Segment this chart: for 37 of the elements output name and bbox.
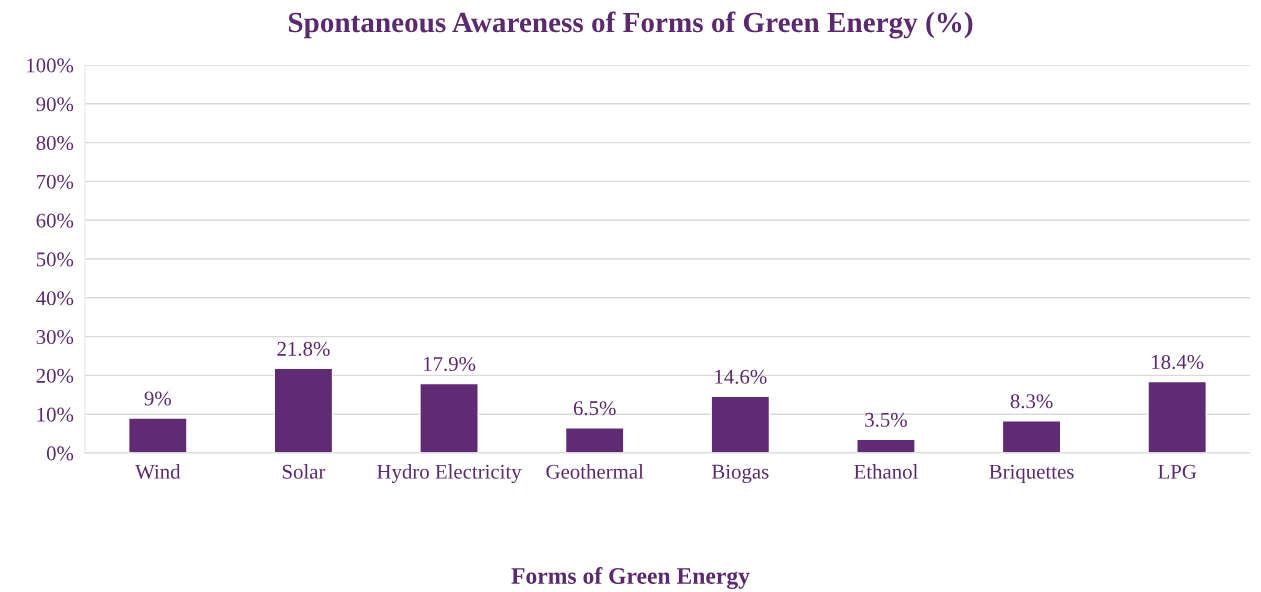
bar [419,382,479,453]
data-label: 21.8% [277,341,330,356]
x-tick-label: LPG [1158,464,1197,479]
x-tick-label: Geothermal [546,464,644,479]
y-tick-label: 90% [36,97,74,112]
y-tick-label: 100% [27,58,74,73]
y-tick-label: 0% [46,446,74,461]
x-axis-title: Forms of Green Energy [511,567,750,589]
y-tick-label: 30% [36,329,74,345]
y-tick-label: 10% [37,407,74,422]
x-tick-label: Solar [282,464,326,479]
x-tick-label: Wind [135,464,181,479]
data-label: 18.4% [1152,354,1204,370]
bar [856,438,916,453]
x-tick-label: Biogas [711,464,769,483]
data-label: 6.5% [573,401,616,416]
bar [273,367,334,453]
y-tick-label: 40% [36,291,74,306]
y-tick-label: 80% [36,135,74,151]
y-tick-label: 60% [36,213,74,228]
y-tick-label: 70% [37,174,74,189]
x-tick-label: Briquettes [989,464,1074,483]
data-label: 17.9% [423,356,476,372]
data-label: 14.6% [715,369,767,384]
y-tick-label: 50% [36,252,74,267]
bar [564,427,625,453]
data-label: 3.5% [865,412,907,427]
bar [127,417,188,453]
data-label: 9% [144,391,171,406]
chart-title: Spontaneous Awareness of Forms of Green Energy (%) [288,11,973,39]
x-tick-label: Ethanol [854,464,918,479]
y-tick-label: 20% [36,368,74,383]
bar [1147,380,1208,453]
x-tick-label: Hydro Electricity [377,464,522,484]
data-label: 8.3% [1010,394,1053,409]
bar [1001,420,1062,453]
bar [710,395,771,453]
